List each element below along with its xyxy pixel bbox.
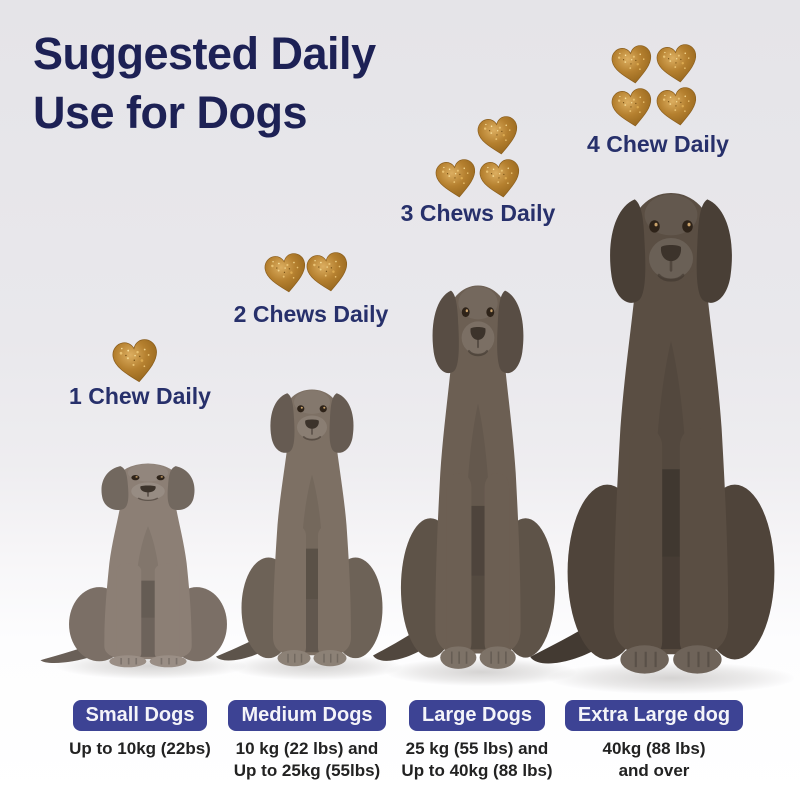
heart-treat-icon — [304, 250, 352, 295]
weight-line: Up to 40kg (88 lbs) — [401, 761, 553, 781]
dog-floor-shadow — [548, 662, 794, 694]
weight-line: 40kg (88 lbs) — [602, 739, 706, 758]
sitting-labrador-xlarge-illustration — [528, 191, 776, 676]
weight-line: 10 kg (22 lbs) and — [235, 739, 379, 758]
size-badge-small: Small Dogs — [72, 700, 208, 731]
weight-range-medium: 10 kg (22 lbs) and Up to 25kg (55lbs) — [217, 738, 397, 783]
heart-treat-icon — [477, 157, 524, 201]
chew-count-label-small: 1 Chew Daily — [69, 383, 211, 409]
treat-cluster-large — [433, 114, 530, 204]
page-title-line-2: Use for Dogs — [33, 87, 308, 138]
size-badge-medium: Medium Dogs — [228, 700, 386, 731]
size-badge-xlarge: Extra Large dog — [564, 700, 744, 731]
sitting-labrador-large-illustration — [371, 284, 557, 671]
size-group-small: Small Dogs Up to 10kg (22bs) — [45, 700, 235, 760]
chew-count-label-medium: 2 Chews Daily — [233, 301, 389, 327]
treat-cluster-medium — [262, 250, 359, 300]
page-title-line-1: Suggested Daily — [33, 28, 376, 79]
sitting-labrador-medium-illustration — [215, 388, 384, 668]
heart-treat-icon — [433, 157, 480, 201]
weight-line: 25 kg (55 lbs) and — [405, 739, 549, 758]
heart-treat-icon — [609, 43, 656, 87]
size-badge-large: Large Dogs — [408, 700, 546, 731]
heart-treat-icon — [110, 337, 162, 386]
weight-range-small: Up to 10kg (22bs) — [45, 738, 235, 760]
chew-count-label-large: 3 Chews Daily — [400, 200, 556, 226]
sitting-labrador-puppy-illustration — [39, 462, 228, 669]
size-group-xlarge: Extra Large dog 40kg (88 lbs) and over — [556, 700, 752, 783]
weight-range-xlarge: 40kg (88 lbs) and over — [556, 738, 752, 783]
size-group-large: Large Dogs 25 kg (55 lbs) and Up to 40kg… — [387, 700, 567, 783]
treat-cluster-xlarge — [609, 42, 706, 134]
chew-count-label-xlarge: 4 Chew Daily — [587, 131, 729, 157]
size-group-medium: Medium Dogs 10 kg (22 lbs) and Up to 25k… — [217, 700, 397, 783]
page-title: Suggested Daily Use for Dogs — [33, 24, 376, 142]
weight-range-large: 25 kg (55 lbs) and Up to 40kg (88 lbs) — [387, 738, 567, 783]
heart-treat-icon — [654, 42, 701, 86]
heart-treat-icon — [475, 114, 522, 158]
weight-line: Up to 25kg (55lbs) — [233, 761, 381, 781]
weight-line: Up to 10kg (22bs) — [69, 739, 211, 758]
heart-treat-icon — [609, 86, 656, 130]
treat-cluster-small — [110, 337, 172, 389]
heart-treat-icon — [654, 85, 701, 129]
weight-line: and over — [618, 761, 690, 781]
